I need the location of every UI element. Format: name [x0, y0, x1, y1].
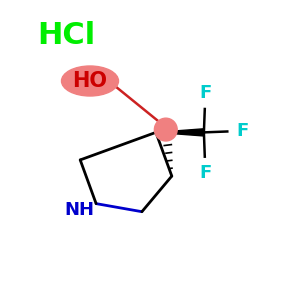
Ellipse shape — [61, 66, 118, 96]
Text: HO: HO — [73, 71, 107, 91]
Text: F: F — [237, 122, 249, 140]
Text: F: F — [199, 164, 212, 182]
Text: HCl: HCl — [37, 22, 95, 50]
Text: F: F — [199, 84, 212, 102]
Polygon shape — [156, 129, 204, 136]
Text: NH: NH — [64, 201, 94, 219]
Circle shape — [154, 118, 177, 141]
